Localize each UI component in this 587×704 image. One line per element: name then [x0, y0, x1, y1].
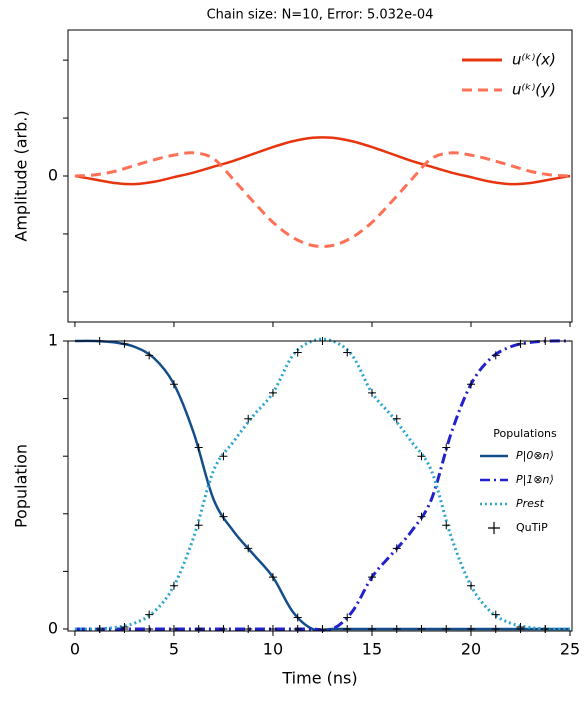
- qutip-marker: [392, 544, 401, 553]
- qutip-marker: [392, 624, 401, 633]
- qutip-marker: [244, 414, 253, 423]
- qutip-marker: [219, 512, 228, 521]
- qutip-marker: [268, 388, 277, 397]
- qutip-marker: [467, 624, 476, 633]
- legend-label: P|0⊗n⟩: [516, 449, 554, 462]
- qutip-marker: [541, 624, 550, 633]
- y-axis-label: Amplitude (arb.): [12, 110, 31, 241]
- qutip-marker: [169, 624, 178, 633]
- qutip-marker: [491, 624, 500, 633]
- qutip-marker: [343, 624, 352, 633]
- qutip-marker: [467, 581, 476, 590]
- x-tick-label: 10: [263, 640, 283, 659]
- y-tick-label: 0: [48, 166, 58, 185]
- qutip-marker: [145, 610, 154, 619]
- qutip-marker: [293, 348, 302, 357]
- x-tick-label: 0: [70, 640, 80, 659]
- qutip-marker: [219, 624, 228, 633]
- legend-label: Prest: [516, 497, 545, 510]
- qutip-marker: [367, 624, 376, 633]
- qutip-marker: [516, 622, 525, 631]
- legend-label: u⁽ᵏ⁾(y): [512, 81, 556, 99]
- qutip-marker: [491, 610, 500, 619]
- qutip-marker: [343, 348, 352, 357]
- qutip-marker: [442, 624, 451, 633]
- qutip-marker: [244, 624, 253, 633]
- x-tick-label: 5: [169, 640, 179, 659]
- legend-title: Populations: [493, 427, 557, 440]
- qutip-marker: [268, 573, 277, 582]
- qutip-marker: [417, 624, 426, 633]
- qutip-marker: [367, 573, 376, 582]
- qutip-marker: [145, 624, 154, 633]
- qutip-marker: [467, 380, 476, 389]
- series-line: [74, 136, 571, 186]
- x-axis-label: Time (ns): [281, 669, 357, 688]
- x-tick-label: 20: [461, 640, 481, 659]
- qutip-marker: [417, 512, 426, 521]
- qutip-marker: [367, 388, 376, 397]
- legend-marker: [488, 522, 500, 534]
- qutip-marker: [120, 622, 129, 631]
- qutip-marker: [244, 544, 253, 553]
- qutip-marker: [219, 452, 228, 461]
- qutip-marker: [95, 624, 104, 633]
- qutip-marker: [442, 443, 451, 452]
- qutip-marker: [169, 380, 178, 389]
- axes-frame: [67, 340, 573, 632]
- legend-label: P|1⊗n⟩: [516, 473, 554, 486]
- axes-frame: [67, 29, 573, 323]
- chart-title: Chain size: N=10, Error: 5.032e-04: [207, 8, 434, 23]
- qutip-marker: [442, 521, 451, 530]
- qutip-marker: [145, 351, 154, 360]
- x-tick-label: 25: [560, 640, 580, 659]
- qutip-marker: [293, 613, 302, 622]
- qutip-marker: [169, 581, 178, 590]
- qutip-marker: [491, 351, 500, 360]
- y-tick-label: 0: [48, 618, 58, 637]
- x-tick-label: 15: [362, 640, 382, 659]
- y-tick-label: 1: [48, 331, 58, 350]
- qutip-marker: [194, 443, 203, 452]
- qutip-marker: [194, 624, 203, 633]
- qutip-marker: [417, 452, 426, 461]
- legend-label: QuTiP: [516, 521, 548, 534]
- qutip-marker: [392, 414, 401, 423]
- qutip-marker: [268, 624, 277, 633]
- qutip-marker: [293, 624, 302, 633]
- series-line: [74, 151, 571, 249]
- legend-label: u⁽ᵏ⁾(x): [512, 51, 556, 69]
- qutip-marker: [318, 624, 327, 633]
- series-line: [74, 337, 571, 631]
- y-axis-label: Population: [12, 444, 31, 528]
- qutip-marker: [343, 613, 352, 622]
- qutip-marker: [194, 521, 203, 530]
- series-line: [74, 339, 571, 632]
